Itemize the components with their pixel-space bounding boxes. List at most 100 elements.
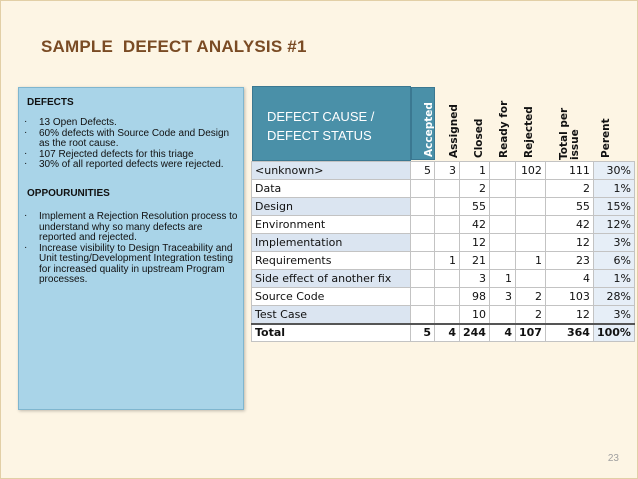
cell xyxy=(488,233,516,252)
row-label: <unknown> xyxy=(251,161,411,180)
cell: 5 xyxy=(410,322,435,342)
row-label: Data xyxy=(251,179,411,198)
cell: 1 xyxy=(514,251,546,270)
list-item: · Increase visibility to Design Traceabil… xyxy=(24,241,233,285)
row-label: Test Case xyxy=(251,305,411,324)
cell: 12% xyxy=(592,215,635,234)
cell: 98 xyxy=(459,287,490,306)
cell: 10 xyxy=(459,305,490,324)
cell: 1 xyxy=(434,251,460,270)
table-row: Source Code 98 3 2 103 28% xyxy=(251,287,635,306)
cell xyxy=(514,215,546,234)
row-label: Side effect of another fix xyxy=(251,269,411,288)
cell xyxy=(434,179,460,198)
cell: 5 xyxy=(410,161,435,180)
row-label: Implementation xyxy=(251,233,411,252)
cell: 28% xyxy=(592,287,635,306)
column-header-assigned: Assigned xyxy=(447,104,460,158)
table-row: Test Case 10 2 12 3% xyxy=(251,305,635,324)
cell: 3 xyxy=(459,269,490,288)
list-item: · 107 Rejected defects for this triage xyxy=(24,147,194,160)
cell xyxy=(488,197,516,216)
cell: 3% xyxy=(592,305,635,324)
cell: 15% xyxy=(592,197,635,216)
total-row: Total 5 4 244 4 107 364 100% xyxy=(251,322,635,342)
cell: 55 xyxy=(544,197,594,216)
cell xyxy=(434,233,460,252)
column-header-percent: Perent xyxy=(599,118,612,158)
column-header-total-per-issue: Total per issue xyxy=(558,107,581,160)
cell: 3 xyxy=(434,161,460,180)
cell xyxy=(488,215,516,234)
list-item: · 60% defects with Source Code and Design… xyxy=(24,126,230,149)
page-number: 23 xyxy=(607,453,619,464)
cell xyxy=(410,269,435,288)
row-label: Environment xyxy=(251,215,411,234)
opportunities-list: · Implement a Rejection Resolution proces… xyxy=(19,210,241,286)
cell: 103 xyxy=(544,287,594,306)
cell xyxy=(410,197,435,216)
cell: 1 xyxy=(488,269,516,288)
table-row: Requirements 1 21 1 23 6% xyxy=(251,251,635,270)
cell: 364 xyxy=(544,322,594,342)
cell xyxy=(488,251,516,270)
cell: 4 xyxy=(488,322,516,342)
cell xyxy=(434,305,460,324)
cell: 3 xyxy=(488,287,516,306)
table-row: <unknown> 5 3 1 102 111 30% xyxy=(251,161,635,180)
cell xyxy=(410,305,435,324)
cell: 102 xyxy=(514,161,546,180)
cell: 12 xyxy=(544,233,594,252)
table-row: Design 55 55 15% xyxy=(251,197,635,216)
list-item: · 13 Open Defects. xyxy=(24,116,117,128)
cell: 3% xyxy=(592,233,635,252)
cell xyxy=(434,269,460,288)
summary-panel: DEFECTS · 13 Open Defects. · 60% defects w… xyxy=(18,87,244,410)
cell: 12 xyxy=(459,233,490,252)
row-label: Source Code xyxy=(251,287,411,306)
row-label: Total xyxy=(251,322,411,342)
column-header-accepted: Accepted xyxy=(411,87,435,160)
cell xyxy=(514,233,546,252)
list-item: · Implement a Rejection Resolution proces… xyxy=(24,210,238,243)
cell: 55 xyxy=(459,197,490,216)
cell: 4 xyxy=(544,269,594,288)
cell: 21 xyxy=(459,251,490,270)
column-header-closed: Closed xyxy=(472,118,485,158)
cell xyxy=(514,269,546,288)
cell xyxy=(410,215,435,234)
cell xyxy=(434,287,460,306)
corner-label-line2: DEFECT STATUS xyxy=(267,128,372,143)
cell xyxy=(488,305,516,324)
cell xyxy=(410,233,435,252)
table-corner-label: DEFECT CAUSE / DEFECT STATUS xyxy=(252,86,411,161)
corner-label-line1: DEFECT CAUSE / xyxy=(267,109,375,124)
cell xyxy=(488,179,516,198)
cell xyxy=(488,161,516,180)
cell xyxy=(410,287,435,306)
cell: 100% xyxy=(592,322,635,342)
cell: 4 xyxy=(434,322,460,342)
table-row: Implementation 12 12 3% xyxy=(251,233,635,252)
cell xyxy=(410,179,435,198)
slide-title: SAMPLE DEFECT ANALYSIS #1 xyxy=(41,37,307,56)
table-row: Data 2 2 1% xyxy=(251,179,635,198)
table-row: Side effect of another fix 3 1 4 1% xyxy=(251,269,635,288)
cell: 23 xyxy=(544,251,594,270)
cell xyxy=(434,215,460,234)
cell: 2 xyxy=(514,305,546,324)
cell: 107 xyxy=(514,322,546,342)
defects-list: · 13 Open Defects. · 60% defects with Sour… xyxy=(19,116,241,171)
cell: 12 xyxy=(544,305,594,324)
cell: 42 xyxy=(459,215,490,234)
cell: 30% xyxy=(592,161,635,180)
cell: 1 xyxy=(459,161,490,180)
defect-table: <unknown> 5 3 1 102 111 30% Data 2 2 1% … xyxy=(251,161,635,342)
cell: 2 xyxy=(514,287,546,306)
cell xyxy=(514,197,546,216)
cell xyxy=(410,251,435,270)
cell: 111 xyxy=(544,161,594,180)
cell: 6% xyxy=(592,251,635,270)
cell: 1% xyxy=(592,179,635,198)
